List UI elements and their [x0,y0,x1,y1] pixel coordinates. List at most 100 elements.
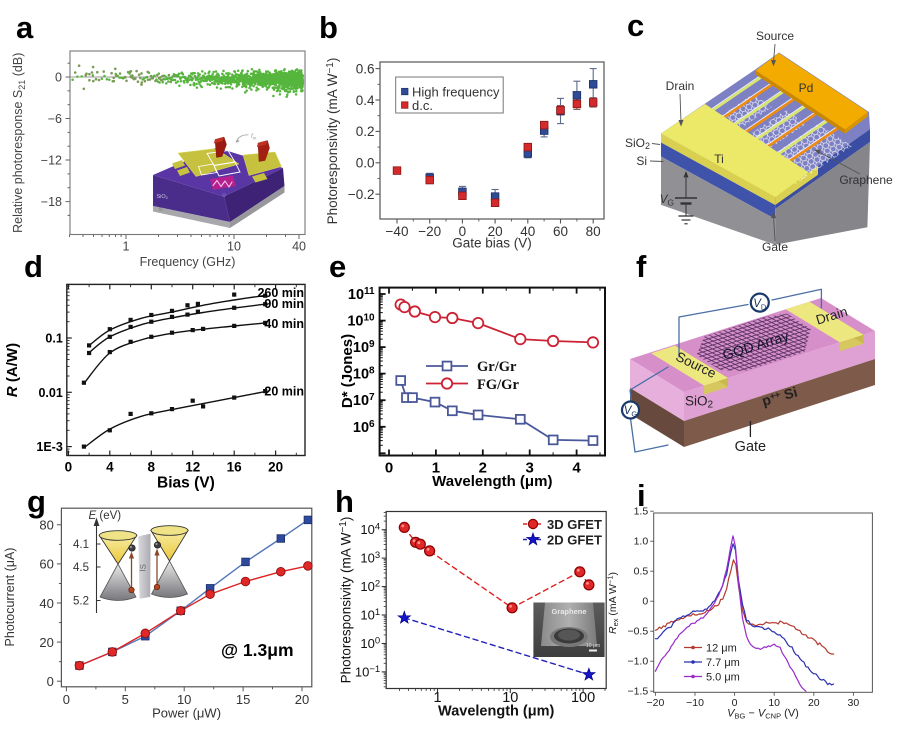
svg-text:0: 0 [63,692,70,707]
svg-text:5: 5 [122,692,129,707]
svg-text:7.7 μm: 7.7 μm [706,657,740,669]
svg-text:Ti: Ti [714,152,724,166]
svg-text:Source: Source [756,29,794,43]
svg-text:5.0 μm: 5.0 μm [706,672,740,684]
svg-text:0.0: 0.0 [356,156,375,171]
svg-text:1E-3: 1E-3 [36,440,62,454]
svg-text:h: h [335,484,354,519]
svg-text:SiO2: SiO2 [157,194,169,200]
svg-text:20: 20 [808,697,820,709]
svg-text:Photoresponsivity (mA W−1): Photoresponsivity (mA W−1) [325,58,340,225]
svg-text:0.1: 0.1 [45,332,62,346]
svg-text:g: g [27,484,46,519]
svg-text:e: e [329,249,346,284]
svg-text:VG: VG [660,194,674,208]
svg-text:d: d [24,249,43,284]
svg-text:10 μm: 10 μm [586,643,600,649]
svg-text:−0.2: −0.2 [348,187,375,202]
svg-text:1.0: 1.0 [634,536,649,548]
svg-text:VBG − VCNP (V): VBG − VCNP (V) [727,708,799,721]
svg-text:40: 40 [292,240,306,254]
svg-text:−0.5: −0.5 [627,626,648,638]
svg-text:40 min: 40 min [264,317,304,331]
svg-text:20: 20 [39,635,53,650]
svg-text:20 min: 20 min [264,385,304,399]
svg-text:2D GFET: 2D GFET [547,533,602,548]
svg-text:80: 80 [39,518,53,533]
svg-text:0.5: 0.5 [634,566,649,578]
svg-text:Photocurrent (μA): Photocurrent (μA) [3,548,17,647]
svg-text:1: 1 [432,460,440,477]
svg-text:0: 0 [732,697,738,709]
svg-text:−20: −20 [646,697,664,709]
svg-text:Wavelength (μm): Wavelength (μm) [438,704,554,720]
svg-text:40: 40 [520,224,535,239]
svg-text:60: 60 [39,557,53,572]
svg-text:10: 10 [227,240,241,254]
svg-text:IS: IS [138,564,147,572]
svg-text:Pd: Pd [799,81,814,95]
svg-text:4.5: 4.5 [73,562,89,574]
svg-text:Drain: Drain [666,79,695,93]
svg-text:40: 40 [39,596,53,611]
svg-text:16: 16 [227,460,243,475]
svg-text:f: f [636,249,647,284]
svg-text:E (eV): E (eV) [89,510,122,522]
svg-text:8: 8 [148,460,156,475]
svg-text:12 μm: 12 μm [706,643,737,655]
svg-text:2: 2 [479,460,487,477]
svg-text:D* (Jones): D* (Jones) [339,334,356,408]
svg-text:20: 20 [268,460,283,475]
svg-text:High frequency: High frequency [412,85,500,100]
svg-text:Gate bias (V): Gate bias (V) [452,236,532,251]
svg-text:−12: −12 [41,154,62,168]
svg-text:Graphene: Graphene [551,607,586,616]
svg-text:Gr/Gr: Gr/Gr [477,359,517,375]
svg-text:3: 3 [526,460,534,477]
svg-text:Power (μW): Power (μW) [152,706,221,721]
svg-text:SiO2: SiO2 [625,136,650,151]
svg-text:@ 1.3μm: @ 1.3μm [221,640,294,660]
svg-text:−1.5: −1.5 [627,686,648,698]
svg-text:−6: −6 [48,112,62,126]
svg-text:VG: VG [624,405,638,419]
svg-text:60: 60 [553,224,568,239]
svg-text:1: 1 [433,690,441,706]
svg-text:b: b [319,10,338,45]
svg-text:Bias (V): Bias (V) [157,475,215,492]
svg-text:VD: VD [753,298,767,312]
svg-text:3D GFET: 3D GFET [547,517,602,532]
svg-text:30: 30 [848,697,860,709]
svg-text:5.2: 5.2 [73,596,89,608]
svg-text:a: a [16,10,34,45]
svg-text:Si: Si [159,207,163,212]
svg-text:Relative photoresponse S21 (dB: Relative photoresponse S21 (dB) [11,53,27,233]
svg-text:c: c [627,8,644,43]
svg-text:20: 20 [295,692,309,707]
svg-text:0: 0 [55,71,62,85]
svg-text:R (A/W): R (A/W) [4,343,21,397]
svg-text:10: 10 [768,697,780,709]
svg-text:0.4: 0.4 [356,93,375,108]
svg-text:4.1: 4.1 [73,539,89,551]
svg-text:i: i [637,478,646,513]
svg-text:−20: −20 [418,224,441,239]
svg-text:FG/Gr: FG/Gr [477,377,519,393]
svg-text:1: 1 [123,240,130,254]
svg-text:0.2: 0.2 [356,124,375,139]
svg-text:Wavelength (μm): Wavelength (μm) [432,473,552,490]
svg-text:1.5: 1.5 [634,506,649,518]
svg-text:0.6: 0.6 [356,61,375,76]
svg-text:0: 0 [65,460,73,475]
svg-text:Rex (mA W−1): Rex (mA W−1) [606,572,621,634]
svg-text:−10: −10 [686,697,704,709]
svg-text:20: 20 [488,224,503,239]
svg-text:SiO2: SiO2 [685,394,714,411]
svg-text:Gate: Gate [762,240,788,254]
svg-text:4: 4 [572,460,581,477]
svg-text:4: 4 [106,460,114,475]
svg-text:−1.0: −1.0 [627,656,648,668]
svg-text:fin: fin [251,134,257,141]
svg-text:Frequency (GHz): Frequency (GHz) [140,255,236,269]
svg-text:0.01: 0.01 [38,386,62,400]
